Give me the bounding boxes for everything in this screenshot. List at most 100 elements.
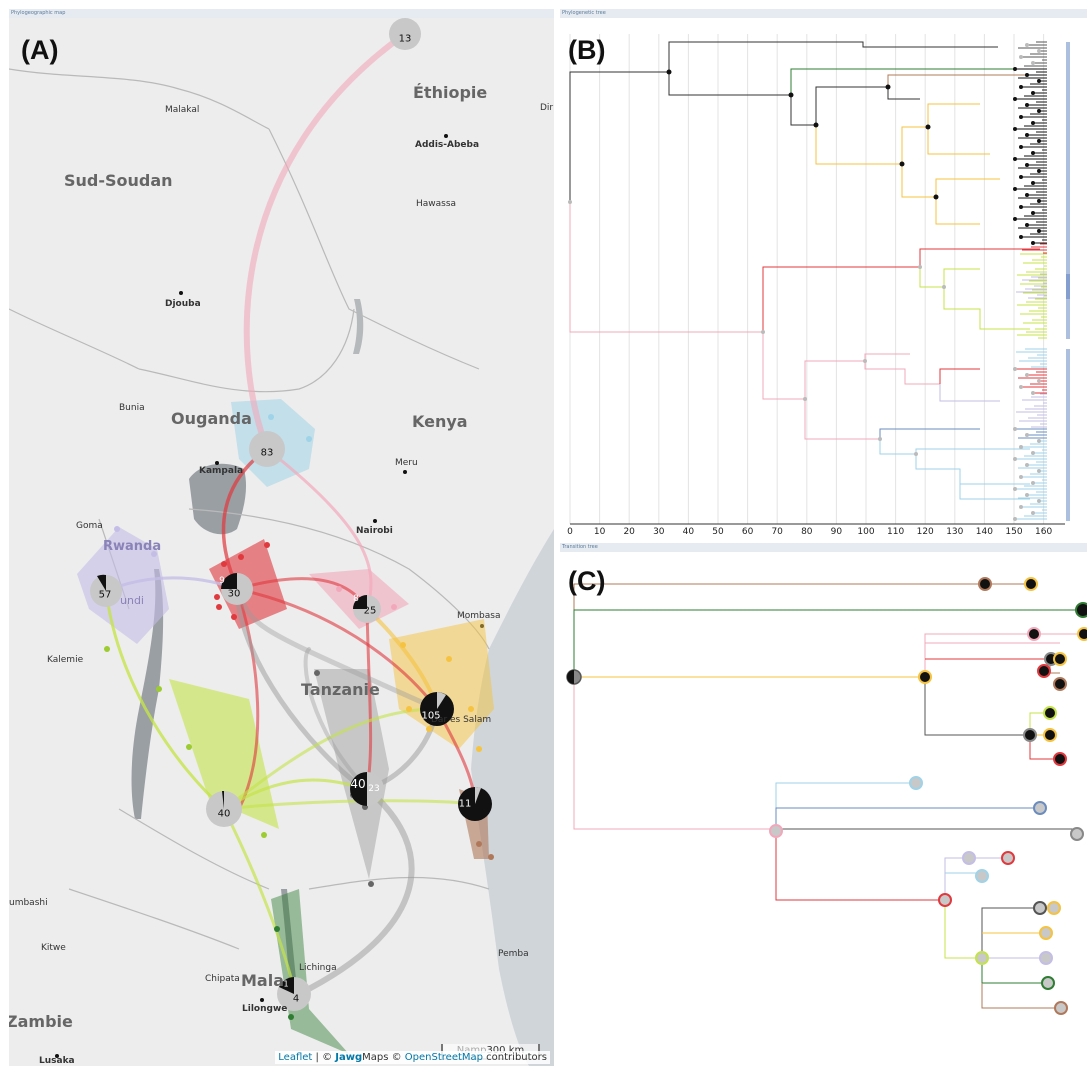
tree-tip-label-strip xyxy=(1066,244,1070,254)
node-count-57: 57 xyxy=(98,589,112,601)
tree-tip-node xyxy=(1025,463,1029,467)
tree-tip-node xyxy=(1025,103,1029,107)
tree-tip-node xyxy=(1019,145,1023,149)
tree-axis-tick-label: 0 xyxy=(567,527,573,537)
tree-tip-node xyxy=(1037,49,1041,53)
tree-axis-tick-label: 80 xyxy=(801,527,813,537)
tree-tip-marks xyxy=(1013,41,1070,521)
tree-tip-node xyxy=(1031,241,1035,245)
tree-tip-node xyxy=(1013,427,1017,431)
label-dire-dawa: Dir xyxy=(540,103,554,113)
tree-tip-node xyxy=(1037,229,1041,233)
city-markers xyxy=(55,134,484,1058)
tree-axis-tick-label: 130 xyxy=(946,527,964,537)
tree-tip-node xyxy=(1037,199,1041,203)
label-hawassa: Hawassa xyxy=(416,199,457,209)
lake-victoria xyxy=(189,463,247,535)
label-ethiopia: Éthiopie xyxy=(413,83,488,102)
label-meru: Meru xyxy=(395,458,418,468)
transition-panel-title: Transition tree xyxy=(560,543,1087,552)
leaflet-link[interactable]: Leaflet xyxy=(278,1052,313,1063)
map-panel-title: Phylogeographic map xyxy=(9,9,554,18)
label-djouba: Djouba xyxy=(165,299,201,309)
label-zambia: Zambie xyxy=(9,1012,73,1031)
southwest-cluster-hull xyxy=(169,679,279,829)
tree-axis-tick-label: 40 xyxy=(682,527,695,537)
tree-internal-nodes xyxy=(666,69,939,200)
tree-tip-label-strip xyxy=(1066,349,1070,369)
node-count-8: 8 xyxy=(353,594,359,604)
tree-tip-node xyxy=(1013,187,1017,191)
map-canvas[interactable] xyxy=(9,9,554,1066)
jawg-link[interactable]: Jawg xyxy=(335,1052,363,1063)
tree-tip-label-strip xyxy=(1066,42,1070,69)
label-nairobi: Nairobi xyxy=(356,526,393,536)
indian-ocean xyxy=(471,529,554,1066)
node-count-1: 1 xyxy=(283,979,289,989)
tree-tip-node xyxy=(1019,445,1023,449)
label-kampala: Kampala xyxy=(199,466,244,476)
node-count-105: 105 xyxy=(421,710,441,722)
tree-tip-node xyxy=(1031,61,1035,65)
tree-tip-node xyxy=(1031,511,1035,515)
tree-tip-node xyxy=(1013,127,1017,131)
tree-tip-node xyxy=(1019,115,1023,119)
tree-axis-tick-label: 140 xyxy=(975,527,993,537)
panel-b-label: (B) xyxy=(568,35,606,65)
sample-points xyxy=(104,414,494,1020)
label-south-sudan: Sud-Soudan xyxy=(64,171,173,190)
tree-tip-node xyxy=(1025,493,1029,497)
tree-internal-nodes-grey xyxy=(568,200,946,456)
tree-tip-node xyxy=(1019,385,1023,389)
osm-link[interactable]: OpenStreetMap xyxy=(404,1052,483,1063)
tree-tip-node xyxy=(1013,517,1017,521)
transition-nodes xyxy=(566,577,1087,1015)
tree-tip-node xyxy=(1031,211,1035,215)
label-pemba: Pemba xyxy=(498,949,529,959)
node-count-23: 23 xyxy=(368,784,380,794)
tree-tip-node xyxy=(1025,163,1029,167)
attribution-separator: | © xyxy=(312,1052,336,1063)
tree-tip-node xyxy=(1013,487,1017,491)
transition-branches xyxy=(573,583,1084,1009)
node-count-25: 25 xyxy=(363,605,377,617)
attribution-maps: Maps © xyxy=(362,1052,405,1063)
tree-tip-node xyxy=(1025,133,1029,137)
transition-tree-panel[interactable]: Transition tree xyxy=(560,543,1087,1066)
tree-axis-tick-label: 10 xyxy=(593,527,606,537)
tree-tip-node xyxy=(1031,151,1035,155)
tree-tip-label-strip xyxy=(1066,274,1070,299)
label-dar-es-salam: Dar es Salam xyxy=(431,715,492,725)
label-mombasa: Mombasa xyxy=(457,611,501,621)
label-bunia: Bunia xyxy=(119,403,145,413)
node-count-40-central: 40 xyxy=(350,777,366,791)
tree-tip-node xyxy=(1031,451,1035,455)
tree-tip-node xyxy=(1013,97,1017,101)
label-chipata: Chipata xyxy=(205,974,240,984)
tree-axis-tick-label: 50 xyxy=(712,527,724,537)
tree-tip-node xyxy=(1031,91,1035,95)
node-count-30: 30 xyxy=(227,588,241,600)
node-count-11: 11 xyxy=(458,798,472,810)
tree-tip-node xyxy=(1019,175,1023,179)
tree-tip-node xyxy=(1019,475,1023,479)
tree-tip-label-strip xyxy=(1066,441,1070,521)
tree-tip-node xyxy=(1013,457,1017,461)
tree-tip-node xyxy=(1037,499,1041,503)
phylogenetic-tree-canvas[interactable] xyxy=(560,9,1087,542)
node-count-9: 9 xyxy=(219,576,225,586)
phylogeographic-map-panel[interactable]: Phylogeographic map xyxy=(9,9,554,1066)
tree-tip-label-strip xyxy=(1066,429,1070,441)
map-attribution: Leaflet | © JawgMaps © OpenStreetMap con… xyxy=(275,1051,550,1064)
node-count-13: 13 xyxy=(398,33,412,45)
phylogenetic-tree-panel[interactable]: Phylogenetic tree xyxy=(560,9,1087,542)
tree-tip-node xyxy=(1019,205,1023,209)
node-count-4: 4 xyxy=(292,993,300,1005)
label-uganda: Ouganda xyxy=(171,409,252,428)
tree-tip-node xyxy=(1013,217,1017,221)
node-count-83: 83 xyxy=(260,447,274,459)
label-kenya: Kenya xyxy=(412,412,468,431)
transition-tree-canvas[interactable] xyxy=(560,543,1087,1066)
coast-cluster-hull xyxy=(389,619,494,749)
tree-tip-node xyxy=(1025,223,1029,227)
